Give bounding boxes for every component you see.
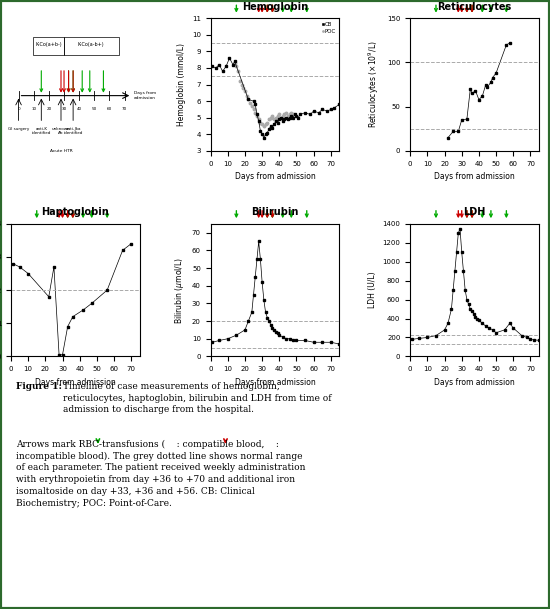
Text: GI surgery: GI surgery [8,127,29,130]
Text: 20: 20 [46,107,52,111]
Text: 10: 10 [31,107,36,111]
Text: 40: 40 [76,107,82,111]
Text: 30: 30 [62,107,67,111]
Title: Hemoglobin: Hemoglobin [242,2,308,12]
Text: Timeline of case measurements of hemoglobin,
reticulocytes, haptoglobin, bilirub: Timeline of case measurements of hemoglo… [63,382,332,414]
Title: Haptoglobin: Haptoglobin [41,208,109,217]
Y-axis label: Reticulocytes ($\times$10$^9$/L): Reticulocytes ($\times$10$^9$/L) [367,41,382,128]
Legend: CB, POC: CB, POC [321,21,337,35]
X-axis label: Days from admission: Days from admission [235,172,315,181]
Y-axis label: LDH (U/L): LDH (U/L) [368,272,377,308]
Title: Reticulocytes: Reticulocytes [437,2,512,12]
Y-axis label: Hemoglobin (mmol/L): Hemoglobin (mmol/L) [177,43,186,126]
X-axis label: Days from admission: Days from admission [35,378,116,387]
X-axis label: Days from admission: Days from admission [434,378,515,387]
X-axis label: Days from admission: Days from admission [434,172,515,181]
X-axis label: Days from admission: Days from admission [235,378,315,387]
Text: K-Co(a+b-): K-Co(a+b-) [36,42,62,47]
Text: Acute HTR: Acute HTR [50,149,73,153]
Text: 70: 70 [122,107,127,111]
Text: 0: 0 [17,107,20,111]
Text: 60: 60 [107,107,112,111]
Text: 50: 50 [92,107,97,111]
Text: anti-Jka
identified: anti-Jka identified [63,127,83,135]
Text: K-Co(a-b+): K-Co(a-b+) [78,42,104,47]
Y-axis label: Bilirubin ($\mu$mol/L): Bilirubin ($\mu$mol/L) [173,256,186,323]
Text: unknown
Ab: unknown Ab [52,127,70,135]
Title: LDH: LDH [464,208,486,217]
Text: Days from
admission: Days from admission [134,91,156,100]
Text: Arrows mark RBC-transfusions (    : compatible blood,    :
incompatible blood). : Arrows mark RBC-transfusions ( : compati… [16,440,306,508]
Text: anti-K
identified: anti-K identified [31,127,51,135]
Text: Figure 1:: Figure 1: [16,382,65,391]
Title: Bilirubin: Bilirubin [251,208,299,217]
